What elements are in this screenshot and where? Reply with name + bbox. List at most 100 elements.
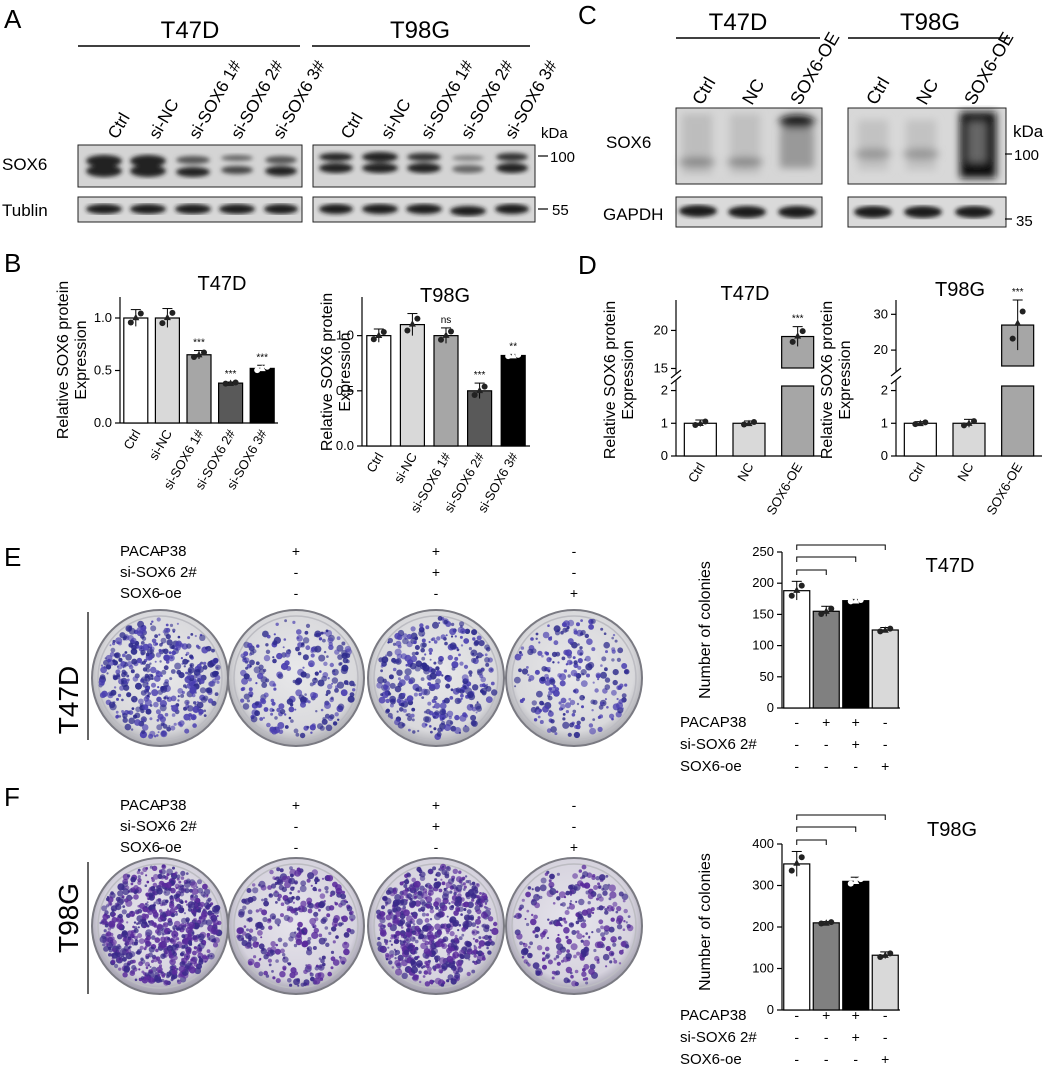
colony bbox=[580, 619, 583, 622]
colony bbox=[580, 876, 583, 880]
treatment-mark: - bbox=[824, 1029, 829, 1045]
y-tick-label: 250 bbox=[752, 544, 774, 559]
colony bbox=[272, 656, 275, 659]
colony bbox=[144, 905, 148, 909]
y-tick-label: 20 bbox=[654, 322, 668, 337]
data-point bbox=[505, 353, 512, 360]
colony bbox=[401, 692, 406, 697]
colony bbox=[618, 921, 621, 924]
treatment-mark: + bbox=[822, 714, 830, 730]
colony bbox=[248, 928, 254, 933]
colony bbox=[248, 920, 251, 923]
colony bbox=[587, 901, 591, 905]
colony bbox=[192, 723, 197, 728]
data-point bbox=[971, 418, 977, 425]
panel-label-e: E bbox=[4, 542, 21, 572]
colony bbox=[187, 666, 195, 674]
colony bbox=[145, 929, 153, 937]
colony bbox=[600, 932, 605, 937]
colony bbox=[179, 928, 182, 931]
colony bbox=[592, 681, 595, 684]
colony bbox=[397, 721, 405, 729]
colony bbox=[98, 679, 106, 686]
colony bbox=[199, 901, 205, 907]
colony bbox=[140, 641, 145, 645]
colony bbox=[525, 961, 529, 965]
colony bbox=[414, 925, 420, 931]
colony bbox=[151, 865, 158, 871]
colony bbox=[437, 938, 444, 944]
colony bbox=[584, 658, 587, 661]
colony bbox=[459, 661, 464, 666]
colony bbox=[433, 661, 437, 665]
colony bbox=[380, 669, 383, 673]
colony bbox=[406, 633, 412, 640]
colony bbox=[463, 885, 467, 889]
colony bbox=[560, 697, 567, 704]
colony bbox=[534, 926, 541, 933]
colony bbox=[133, 941, 138, 946]
colony bbox=[380, 946, 387, 953]
colony bbox=[147, 920, 151, 923]
colony bbox=[320, 631, 324, 635]
colony bbox=[194, 922, 200, 929]
colony bbox=[490, 681, 495, 686]
colony bbox=[437, 931, 441, 935]
colony bbox=[103, 929, 107, 933]
colony bbox=[427, 701, 432, 706]
colony bbox=[161, 669, 167, 675]
colony bbox=[481, 924, 485, 928]
colony bbox=[580, 939, 584, 943]
colony bbox=[193, 902, 198, 908]
colony bbox=[282, 953, 286, 957]
colony bbox=[591, 875, 596, 880]
colony bbox=[392, 667, 397, 672]
colony bbox=[100, 664, 104, 667]
colony bbox=[485, 906, 489, 911]
treatment-name: si-SOX6 2# bbox=[120, 564, 197, 581]
colony bbox=[467, 901, 474, 909]
bar bbox=[154, 317, 180, 424]
colony bbox=[108, 920, 116, 928]
colony bbox=[396, 669, 403, 676]
colony bbox=[309, 972, 312, 975]
colony bbox=[624, 683, 628, 687]
colony bbox=[170, 725, 176, 731]
colony bbox=[397, 677, 401, 681]
data-point bbox=[751, 419, 757, 426]
colony bbox=[415, 651, 419, 656]
data-point bbox=[857, 876, 864, 883]
colony bbox=[592, 699, 598, 705]
colony bbox=[385, 654, 388, 657]
colony bbox=[601, 656, 607, 662]
colony bbox=[397, 696, 401, 700]
colony bbox=[513, 915, 517, 918]
colony bbox=[114, 963, 119, 969]
colony bbox=[119, 685, 125, 691]
colony bbox=[176, 979, 180, 983]
colony bbox=[321, 718, 328, 725]
colony bbox=[410, 713, 415, 718]
colony bbox=[187, 907, 193, 912]
colony bbox=[125, 952, 133, 960]
colony bbox=[349, 914, 356, 921]
colony bbox=[161, 933, 165, 936]
colony bbox=[149, 622, 153, 626]
colony bbox=[613, 957, 616, 961]
colony bbox=[111, 914, 115, 918]
colony bbox=[186, 701, 189, 704]
colony bbox=[458, 953, 463, 958]
colony bbox=[422, 975, 426, 978]
colony bbox=[148, 692, 151, 696]
colony bbox=[183, 713, 191, 721]
colony bbox=[128, 710, 134, 715]
colony bbox=[421, 638, 426, 643]
data-point bbox=[961, 422, 967, 429]
colony bbox=[196, 701, 204, 709]
colony bbox=[108, 701, 116, 708]
bar bbox=[812, 610, 840, 709]
colony bbox=[382, 678, 387, 683]
colony bbox=[429, 979, 434, 985]
colony bbox=[203, 902, 210, 909]
